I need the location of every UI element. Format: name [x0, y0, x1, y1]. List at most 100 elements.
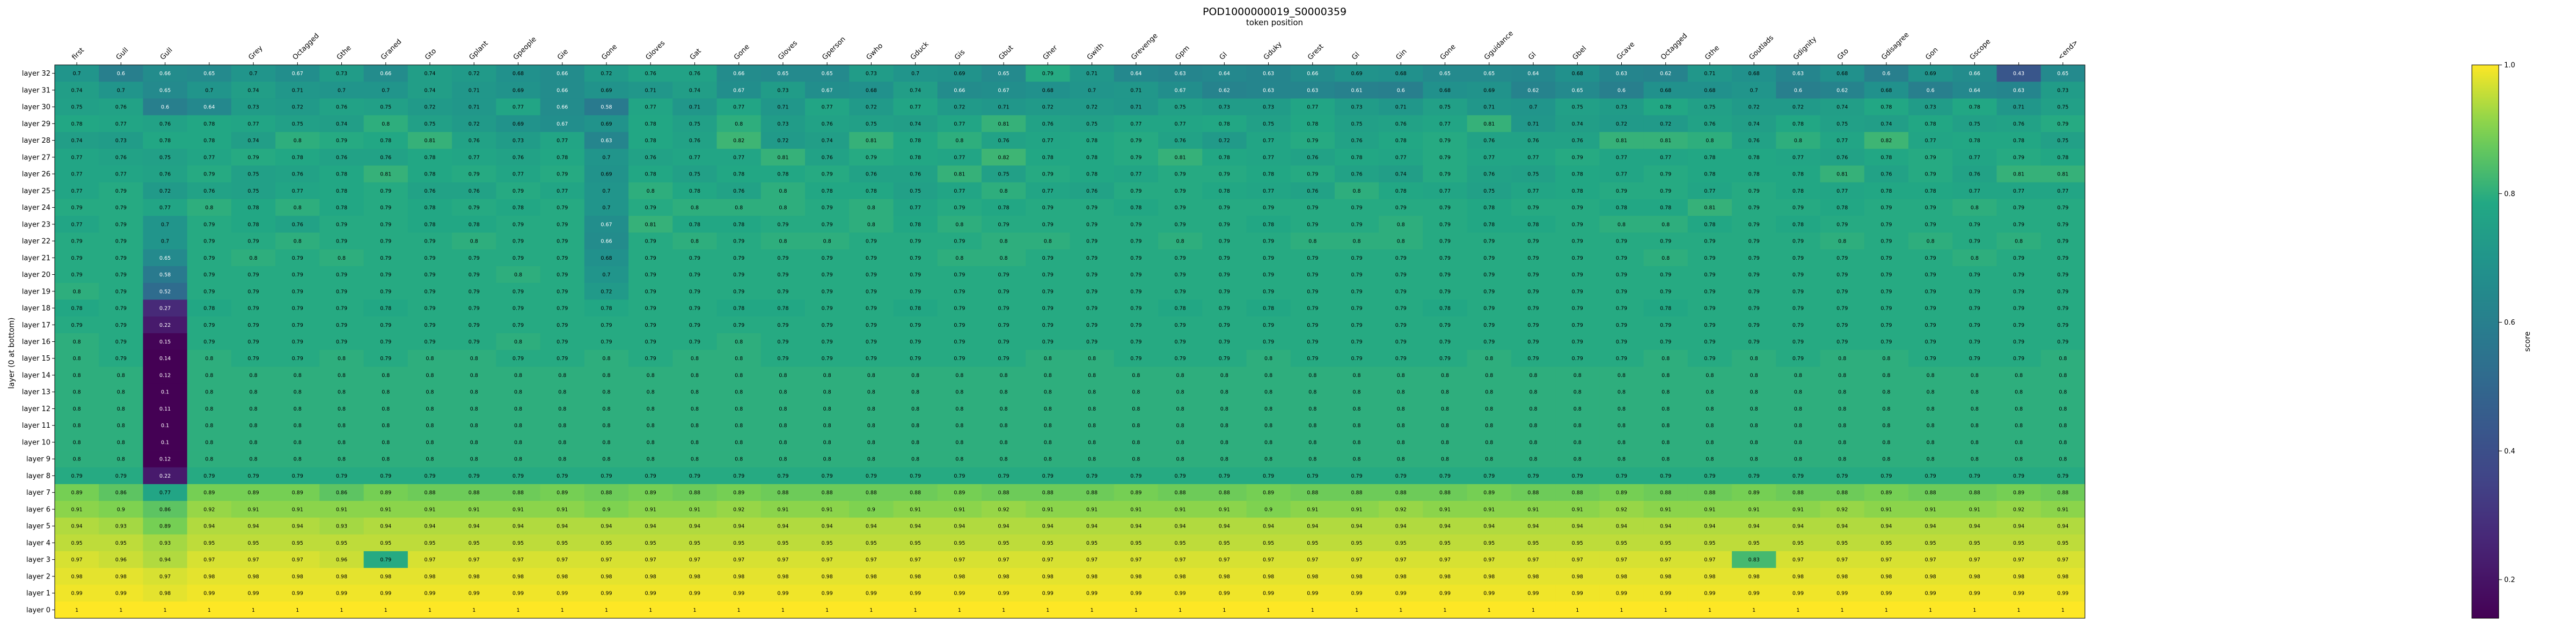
cell-value-label: 0.79	[2057, 205, 2068, 211]
heatmap-cell	[849, 484, 894, 501]
heatmap-cell	[1334, 98, 1379, 116]
heatmap-cell	[1643, 149, 1688, 166]
x-tick-label: Gher	[1042, 43, 1059, 61]
cell-value-label: 0.8	[1176, 239, 1184, 245]
heatmap-cell	[1555, 400, 1600, 418]
cell-value-label: 0.78	[203, 138, 215, 144]
cell-value-label: 0.79	[866, 356, 877, 362]
heatmap-cell	[1026, 383, 1070, 401]
cell-value-label: 0.79	[248, 356, 259, 362]
heatmap-cell	[1820, 299, 1865, 317]
cell-value-label: 0.8	[1220, 457, 1228, 463]
cell-value-label: 0.94	[1572, 524, 1583, 530]
cell-value-label: 0.8	[294, 372, 302, 378]
cell-value-label: 0.98	[1925, 574, 1936, 580]
heatmap-cell	[628, 266, 673, 283]
heatmap-cell	[1996, 383, 2041, 401]
heatmap-cell	[893, 450, 938, 468]
heatmap-cell	[1732, 131, 1776, 149]
cell-value-label: 0.8	[1618, 372, 1626, 378]
heatmap-cell	[1467, 517, 1512, 535]
cell-value-label: 0.98	[1439, 574, 1451, 580]
heatmap-cell	[1996, 517, 2041, 535]
cell-value-label: 0.99	[1880, 591, 1892, 597]
cell-value-label: 0.8	[1352, 406, 1360, 412]
cell-value-label: 0.8	[735, 121, 743, 127]
cell-value-label: 0.79	[1969, 323, 1980, 328]
heatmap-cell	[1776, 199, 1820, 216]
cell-value-label: 0.79	[1748, 339, 1760, 345]
cell-value-label: 0.79	[248, 239, 259, 245]
cell-value-label: 0.88	[910, 490, 921, 496]
heatmap-cell	[893, 501, 938, 518]
heatmap-cell	[1776, 299, 1820, 317]
heatmap-cell	[363, 65, 408, 82]
heatmap-cell	[99, 216, 143, 233]
heatmap-cell	[937, 149, 982, 166]
heatmap-cell	[496, 501, 541, 518]
cell-value-label: 0.77	[645, 105, 656, 111]
heatmap-cell	[540, 316, 585, 334]
cell-value-label: 0.8	[1000, 239, 1008, 245]
cell-value-label: 0.8	[205, 406, 213, 412]
heatmap-cell	[982, 283, 1026, 300]
heatmap-cell	[1334, 417, 1379, 434]
heatmap-cell	[1643, 517, 1688, 535]
cell-value-label: 0.91	[954, 507, 965, 513]
heatmap-cell	[1070, 450, 1115, 468]
heatmap-cell	[1070, 350, 1115, 367]
cell-value-label: 0.7	[161, 222, 169, 228]
cell-value-label: 0.8	[73, 423, 81, 429]
cell-value-label: 0.79	[1042, 306, 1053, 312]
x-tick-label: Octagged	[291, 32, 321, 62]
cell-value-label: 0.8	[1662, 372, 1670, 378]
cell-value-label: 0.98	[71, 574, 83, 580]
cell-value-label: 0.79	[1748, 289, 1760, 295]
cell-value-label: 0.99	[866, 591, 877, 597]
heatmap-cell	[1908, 333, 1953, 350]
heatmap-cell	[1776, 367, 1820, 384]
x-tick-label: Gl	[1527, 51, 1538, 62]
cell-value-label: 0.8	[558, 457, 566, 463]
cell-value-label: 0.79	[513, 323, 524, 328]
cell-value-label: 0.73	[1351, 105, 1362, 111]
heatmap-cell	[1820, 131, 1865, 149]
cell-value-label: 0.98	[159, 591, 171, 597]
cell-value-label: 0.8	[1574, 423, 1582, 429]
cell-value-label: 0.79	[71, 272, 83, 278]
cell-value-label: 0.8	[1838, 390, 1846, 396]
cell-value-label: 0.77	[1660, 155, 1671, 160]
heatmap-cell	[805, 182, 850, 200]
heatmap-cell	[1599, 266, 1644, 283]
cell-value-label: 0.79	[513, 188, 524, 194]
heatmap-cell	[1290, 115, 1335, 133]
cell-value-label: 0.75	[689, 172, 700, 178]
heatmap-cell	[937, 216, 982, 233]
heatmap-cell	[1026, 467, 1070, 485]
cell-value-label: 0.71	[1704, 71, 1715, 77]
cell-value-label: 0.94	[1175, 524, 1186, 530]
heatmap-cell	[982, 249, 1026, 267]
heatmap-cell	[1511, 517, 1556, 535]
cell-value-label: 0.98	[424, 574, 435, 580]
heatmap-cell	[187, 98, 232, 116]
heatmap-cell	[937, 434, 982, 451]
heatmap-cell	[1070, 131, 1115, 149]
cell-value-label: 0.97	[469, 557, 480, 563]
heatmap-cell	[1114, 65, 1159, 82]
heatmap-cell	[628, 417, 673, 434]
cell-value-label: 0.97	[601, 557, 612, 563]
cell-value-label: 0.8	[514, 372, 522, 378]
heatmap-cell	[1467, 266, 1512, 283]
heatmap-cell	[1158, 149, 1203, 166]
heatmap-cell	[99, 316, 143, 334]
cell-value-label: 0.91	[1880, 507, 1892, 513]
cell-value-label: 0.8	[1000, 255, 1008, 261]
heatmap-cell	[1423, 283, 1468, 300]
cell-value-label: 0.8	[250, 255, 258, 261]
heatmap-cell	[143, 484, 188, 501]
cell-value-label: 0.91	[1527, 507, 1539, 513]
heatmap-cell	[1026, 601, 1070, 619]
heatmap-cell	[716, 232, 762, 250]
cell-value-label: 0.65	[998, 71, 1009, 77]
